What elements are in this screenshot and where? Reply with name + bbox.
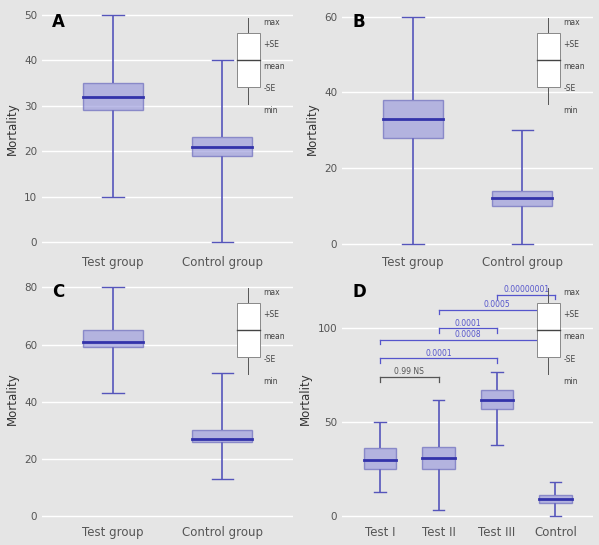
Text: 0.0001: 0.0001 xyxy=(455,318,481,328)
Text: 0.0001: 0.0001 xyxy=(425,349,452,358)
Y-axis label: Mortality: Mortality xyxy=(305,102,319,155)
Bar xyxy=(83,83,143,110)
Bar xyxy=(422,446,455,469)
Text: 0.99 NS: 0.99 NS xyxy=(394,367,424,376)
Bar xyxy=(192,137,253,156)
Bar xyxy=(383,100,443,138)
FancyBboxPatch shape xyxy=(537,33,559,87)
Text: max: max xyxy=(264,18,280,27)
FancyBboxPatch shape xyxy=(537,303,559,357)
Text: +SE: +SE xyxy=(563,310,579,319)
Text: 0.00000001: 0.00000001 xyxy=(503,285,549,294)
Y-axis label: Mortality: Mortality xyxy=(5,372,19,425)
Text: +SE: +SE xyxy=(563,40,579,49)
Text: B: B xyxy=(352,13,365,31)
Text: D: D xyxy=(352,283,366,301)
FancyBboxPatch shape xyxy=(237,303,259,357)
Text: min: min xyxy=(264,377,278,386)
Text: +SE: +SE xyxy=(264,40,279,49)
Text: max: max xyxy=(563,288,580,297)
Bar xyxy=(492,191,552,206)
Text: mean: mean xyxy=(264,62,285,71)
Bar xyxy=(192,430,253,441)
Text: -SE: -SE xyxy=(563,84,576,93)
Text: 0.0005: 0.0005 xyxy=(483,300,510,309)
Bar xyxy=(364,449,396,469)
Text: A: A xyxy=(52,13,65,31)
Text: min: min xyxy=(563,106,578,115)
Text: max: max xyxy=(563,18,580,27)
Y-axis label: Mortality: Mortality xyxy=(299,372,312,425)
Text: -SE: -SE xyxy=(264,355,276,364)
Bar xyxy=(481,390,513,409)
FancyBboxPatch shape xyxy=(237,33,259,87)
Y-axis label: Mortality: Mortality xyxy=(5,102,19,155)
Text: 0.0008: 0.0008 xyxy=(455,330,481,339)
Text: C: C xyxy=(52,283,65,301)
Bar xyxy=(83,330,143,347)
Text: mean: mean xyxy=(563,62,585,71)
Text: -SE: -SE xyxy=(264,84,276,93)
Text: mean: mean xyxy=(264,332,285,342)
Text: +SE: +SE xyxy=(264,310,279,319)
Text: min: min xyxy=(264,106,278,115)
Text: mean: mean xyxy=(563,332,585,342)
Bar xyxy=(539,495,571,503)
Text: -SE: -SE xyxy=(563,355,576,364)
Text: max: max xyxy=(264,288,280,297)
Text: min: min xyxy=(563,377,578,386)
